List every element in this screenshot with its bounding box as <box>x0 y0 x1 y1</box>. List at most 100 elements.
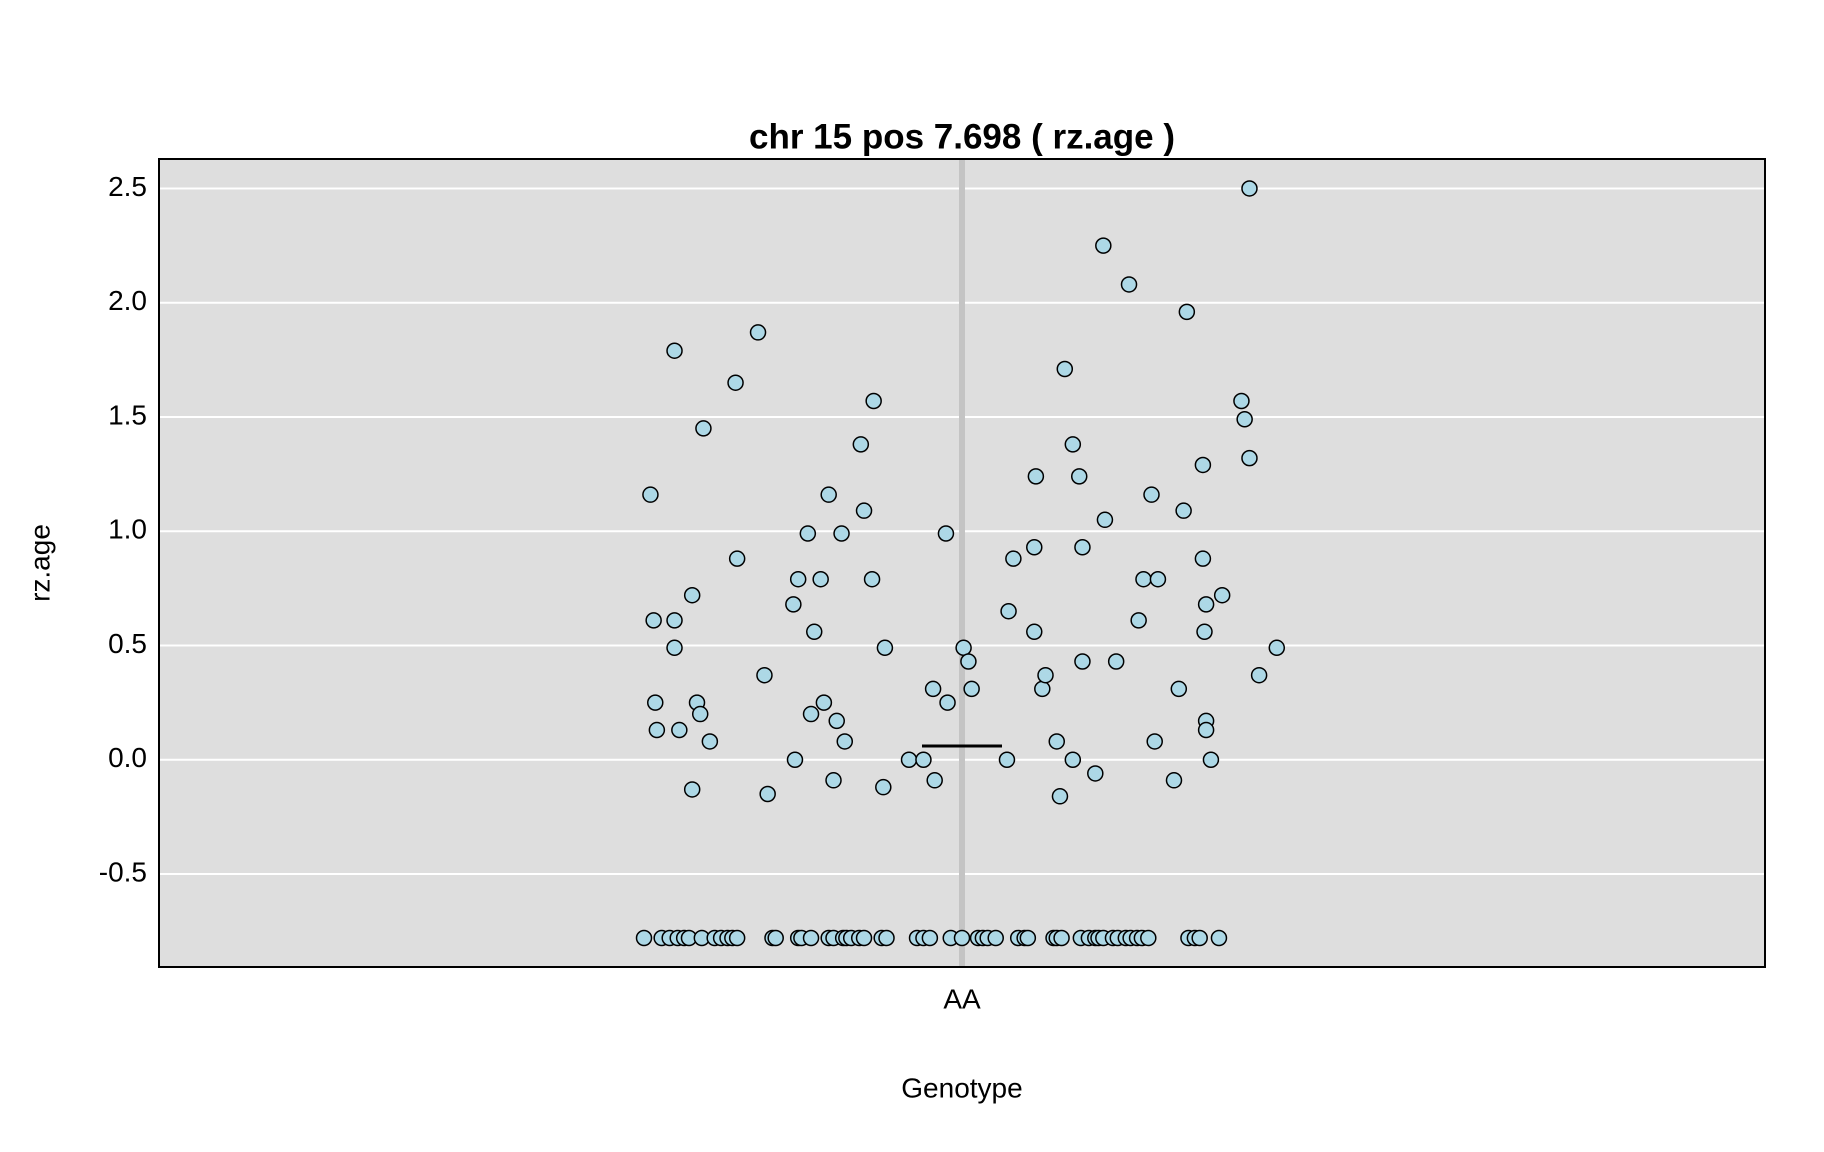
point <box>1210 929 1228 947</box>
point <box>1027 468 1045 485</box>
point <box>666 639 683 657</box>
point <box>799 525 817 542</box>
y-tick-label: -0.5 <box>99 856 147 887</box>
point <box>1197 721 1215 739</box>
point <box>1143 486 1160 503</box>
point <box>1053 929 1070 947</box>
point <box>1202 751 1220 768</box>
plot-frame <box>158 158 1766 968</box>
y-tick-label: 2.0 <box>108 285 147 316</box>
point <box>647 694 664 711</box>
point <box>1026 538 1043 556</box>
point <box>691 705 709 723</box>
point <box>671 721 688 739</box>
y-tick-label: 2.5 <box>108 171 147 202</box>
point <box>852 436 870 453</box>
point <box>955 639 972 657</box>
point <box>833 525 850 542</box>
point <box>1000 602 1017 620</box>
point <box>728 550 746 567</box>
point <box>701 733 719 750</box>
point <box>1120 276 1138 293</box>
point <box>1064 751 1082 768</box>
point <box>645 612 662 629</box>
y-tick-label: 0.0 <box>108 742 147 773</box>
point <box>875 778 892 796</box>
point <box>666 342 683 359</box>
point <box>915 751 932 768</box>
point <box>1005 550 1022 567</box>
point <box>728 929 746 947</box>
point <box>828 712 845 730</box>
point <box>1250 666 1268 684</box>
point <box>756 666 773 684</box>
point <box>921 929 939 947</box>
point <box>767 929 784 947</box>
point <box>727 374 744 391</box>
point <box>759 785 776 803</box>
point <box>1074 538 1091 556</box>
point <box>963 680 980 698</box>
point <box>953 929 971 947</box>
y-tick-label: 1.5 <box>108 399 147 430</box>
point <box>1051 788 1069 805</box>
point <box>1130 612 1147 629</box>
x-tick-label: AA <box>943 983 981 1014</box>
point <box>1233 392 1250 410</box>
point <box>1056 360 1074 378</box>
point <box>865 392 882 410</box>
point <box>666 612 683 629</box>
point <box>1146 733 1163 750</box>
point <box>785 596 802 613</box>
point <box>1026 623 1043 641</box>
point <box>1034 680 1051 698</box>
point <box>1236 411 1253 428</box>
point <box>683 586 701 604</box>
point <box>1178 303 1196 321</box>
point <box>1175 502 1192 519</box>
point <box>876 639 894 657</box>
marks <box>635 180 1286 947</box>
point <box>1074 653 1091 670</box>
point <box>802 705 820 723</box>
point <box>648 721 666 739</box>
point <box>1037 666 1054 684</box>
y-tick-label: 0.5 <box>108 628 147 659</box>
y-tick-label: 1.0 <box>108 514 147 545</box>
point <box>939 694 956 711</box>
point <box>1107 653 1125 670</box>
point <box>812 570 829 588</box>
point <box>855 929 873 947</box>
point <box>825 772 842 789</box>
point <box>635 929 653 947</box>
point <box>998 751 1016 768</box>
point <box>802 929 820 947</box>
point <box>749 324 767 341</box>
point <box>815 694 833 711</box>
point <box>683 781 701 798</box>
point <box>1241 449 1258 467</box>
point <box>1268 639 1286 657</box>
point <box>960 653 977 670</box>
point <box>786 751 804 768</box>
point <box>1087 765 1104 782</box>
point <box>924 680 942 698</box>
point <box>937 525 955 542</box>
x-axis-label: Genotype <box>901 1072 1022 1103</box>
point <box>1048 733 1066 750</box>
point <box>1096 511 1114 529</box>
point <box>820 486 837 503</box>
point <box>926 772 943 789</box>
point <box>805 623 823 641</box>
point <box>1140 929 1157 947</box>
point <box>1095 237 1112 254</box>
point <box>1194 550 1212 567</box>
point <box>878 929 895 947</box>
point <box>1135 570 1152 588</box>
point <box>1241 180 1258 197</box>
point <box>1165 772 1183 789</box>
point <box>855 502 873 519</box>
point <box>1194 456 1212 474</box>
point <box>1149 570 1167 588</box>
